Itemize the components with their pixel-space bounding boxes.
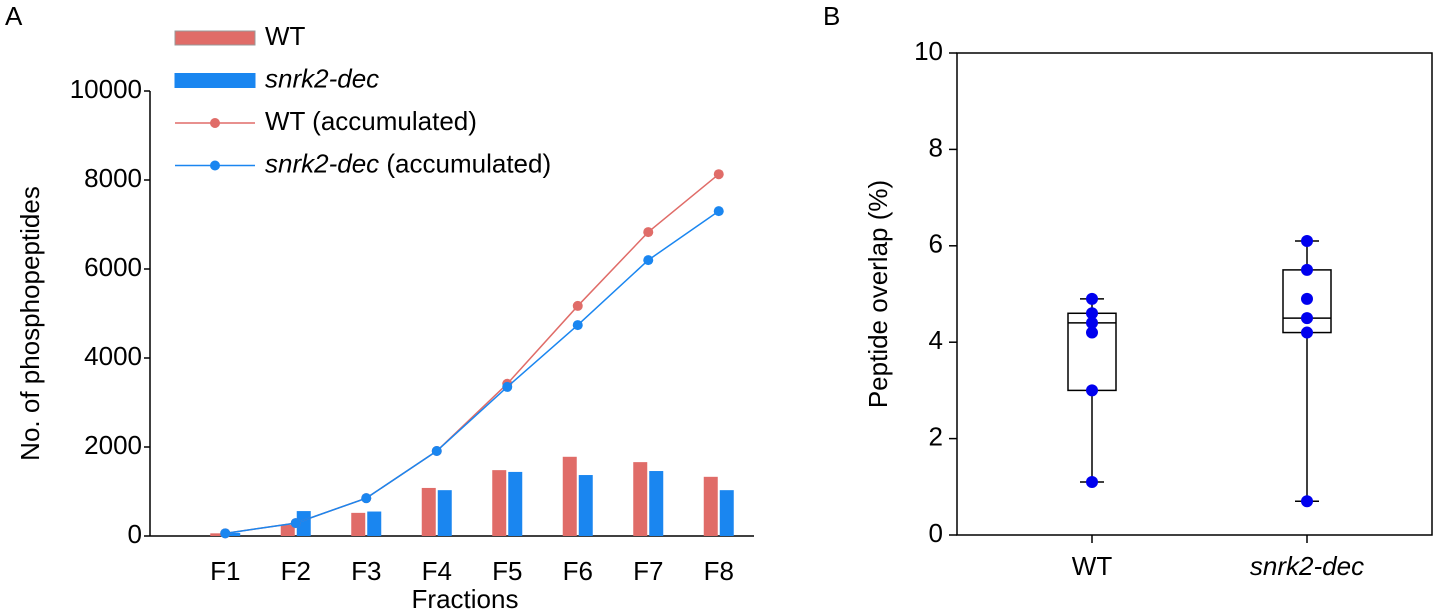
data-point — [1301, 263, 1313, 276]
data-point — [1086, 292, 1098, 305]
plot-frame — [956, 52, 1433, 536]
line-point — [572, 320, 583, 331]
line-point — [361, 493, 372, 504]
bar — [367, 511, 382, 536]
data-point — [1086, 384, 1098, 397]
bar — [437, 490, 452, 536]
data-point — [1086, 475, 1098, 488]
bar — [226, 532, 241, 536]
line-point — [713, 206, 724, 217]
x-tick-label: F5 — [492, 556, 522, 586]
y-tick-label: 10000 — [70, 74, 142, 104]
line-point — [431, 446, 442, 457]
legend-label: snrk2-dec — [265, 63, 379, 93]
data-point — [1301, 495, 1313, 508]
y-tick-label: 6 — [929, 229, 943, 259]
data-point — [1086, 326, 1098, 339]
x-tick-label: F2 — [281, 556, 311, 586]
y-tick-label: 8 — [929, 132, 943, 162]
bar — [562, 456, 577, 536]
legend-swatch — [210, 118, 220, 128]
legend-label: snrk2-dec (accumulated) — [265, 148, 551, 178]
data-point — [1086, 307, 1098, 320]
legend-swatch — [174, 30, 256, 46]
legend-label: WT — [265, 21, 306, 51]
line-point — [502, 381, 513, 392]
data-point — [1301, 234, 1313, 247]
panel-label: A — [5, 1, 23, 31]
bar — [492, 470, 507, 536]
x-tick-label: F1 — [210, 556, 240, 586]
panel-label: B — [823, 1, 840, 31]
y-tick-label: 0 — [929, 518, 943, 548]
y-tick-label: 8000 — [84, 163, 142, 193]
y-tick-label: 2 — [929, 421, 943, 451]
y-tick-label: 0 — [128, 519, 142, 549]
y-axis-label: No. of phosphopeptides — [15, 186, 45, 461]
data-point — [1301, 326, 1313, 339]
line-point — [643, 255, 654, 266]
x-tick-label: WT — [1072, 551, 1113, 581]
x-tick-label: F7 — [633, 556, 663, 586]
bar — [719, 490, 734, 536]
legend-swatch — [210, 160, 220, 171]
bar — [578, 475, 593, 536]
x-tick-label: snrk2-dec — [1250, 551, 1364, 581]
line-point — [643, 227, 654, 238]
y-tick-label: 4 — [929, 325, 943, 355]
line — [225, 210, 720, 535]
x-tick-label: F4 — [422, 556, 452, 586]
bar — [649, 471, 664, 536]
data-point — [1301, 292, 1313, 305]
line-point — [713, 169, 724, 180]
y-tick-label: 4000 — [84, 341, 142, 371]
data-point — [1301, 312, 1313, 325]
line-point — [290, 518, 301, 529]
x-tick-label: F6 — [563, 556, 593, 586]
line-point — [572, 300, 583, 311]
bar — [633, 462, 648, 536]
bar — [296, 511, 311, 536]
legend-swatch — [174, 73, 256, 88]
x-axis-label: Fractions — [412, 584, 519, 613]
x-tick-label: F8 — [704, 556, 734, 586]
bar — [508, 471, 523, 536]
data-point — [1086, 316, 1098, 329]
bar — [703, 476, 718, 536]
line-point — [220, 528, 231, 539]
y-tick-label: 2000 — [84, 430, 142, 460]
y-axis-label: Peptide overlap (%) — [863, 180, 893, 408]
bar — [421, 487, 436, 536]
x-tick-label: F3 — [351, 556, 381, 586]
bar — [210, 533, 225, 536]
bar — [280, 524, 295, 536]
y-tick-label: 10 — [914, 36, 943, 66]
y-tick-label: 6000 — [84, 252, 142, 282]
bar — [351, 512, 366, 536]
legend-label: WT (accumulated) — [265, 106, 477, 136]
